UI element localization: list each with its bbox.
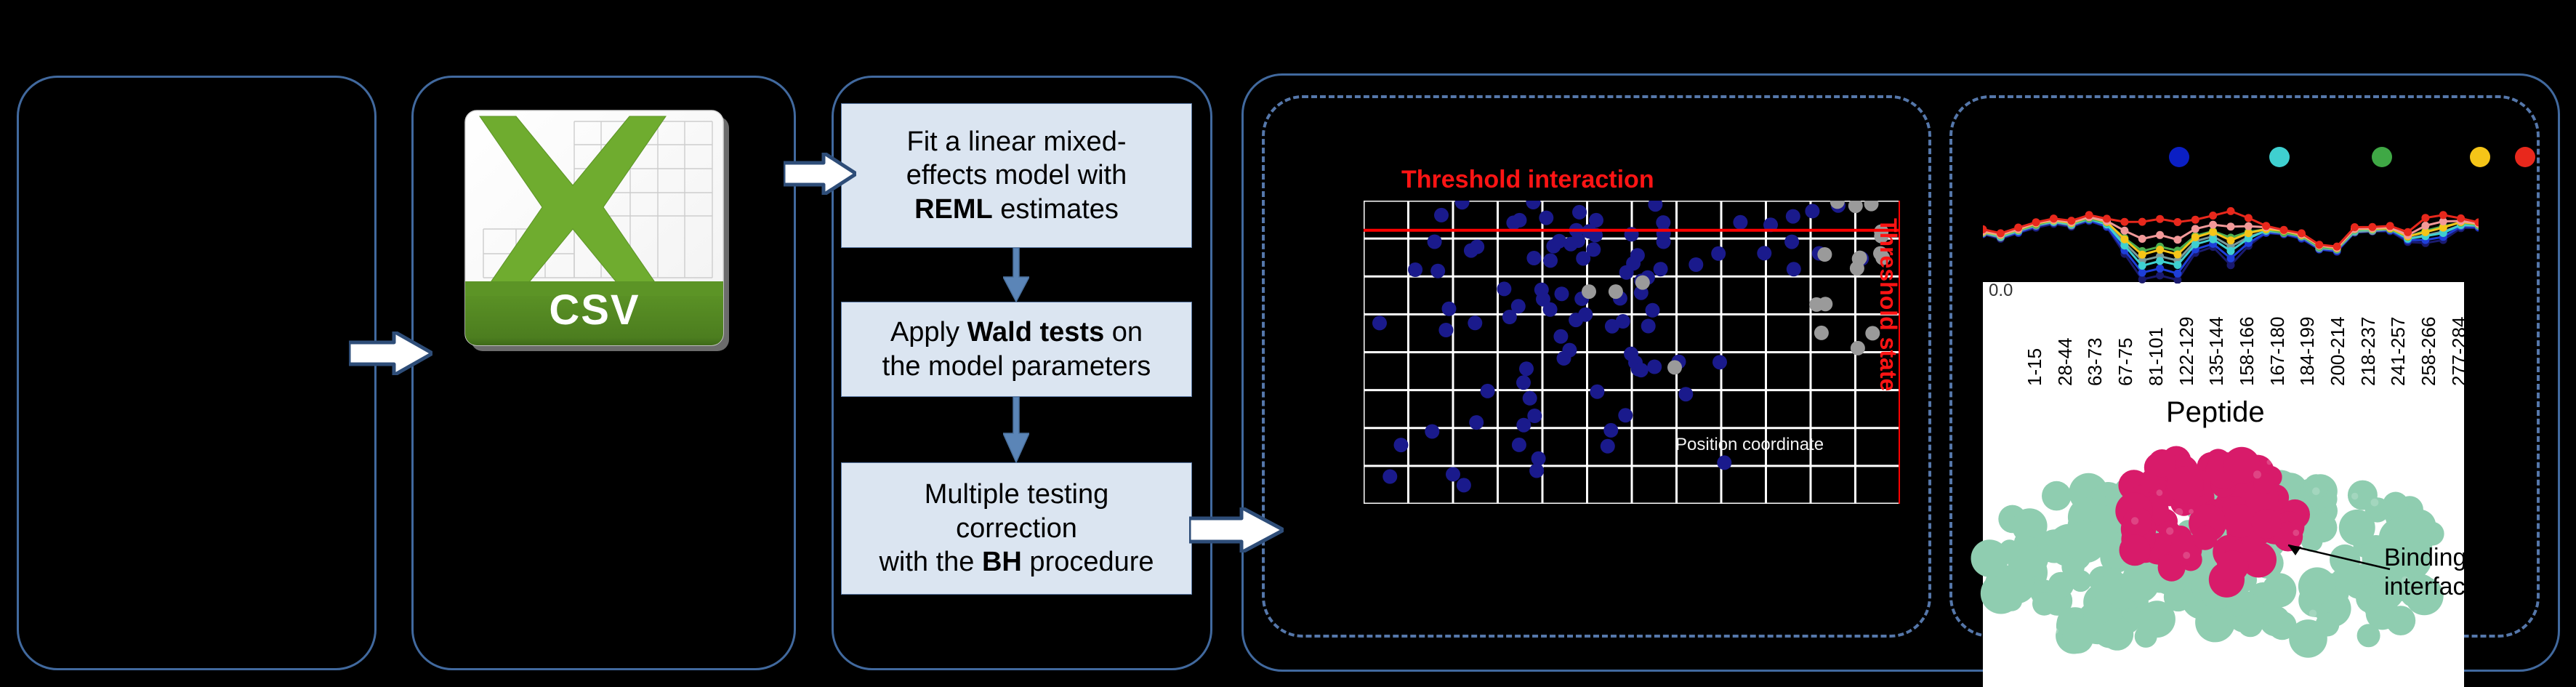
svg-text:CSV: CSV bbox=[549, 286, 640, 334]
